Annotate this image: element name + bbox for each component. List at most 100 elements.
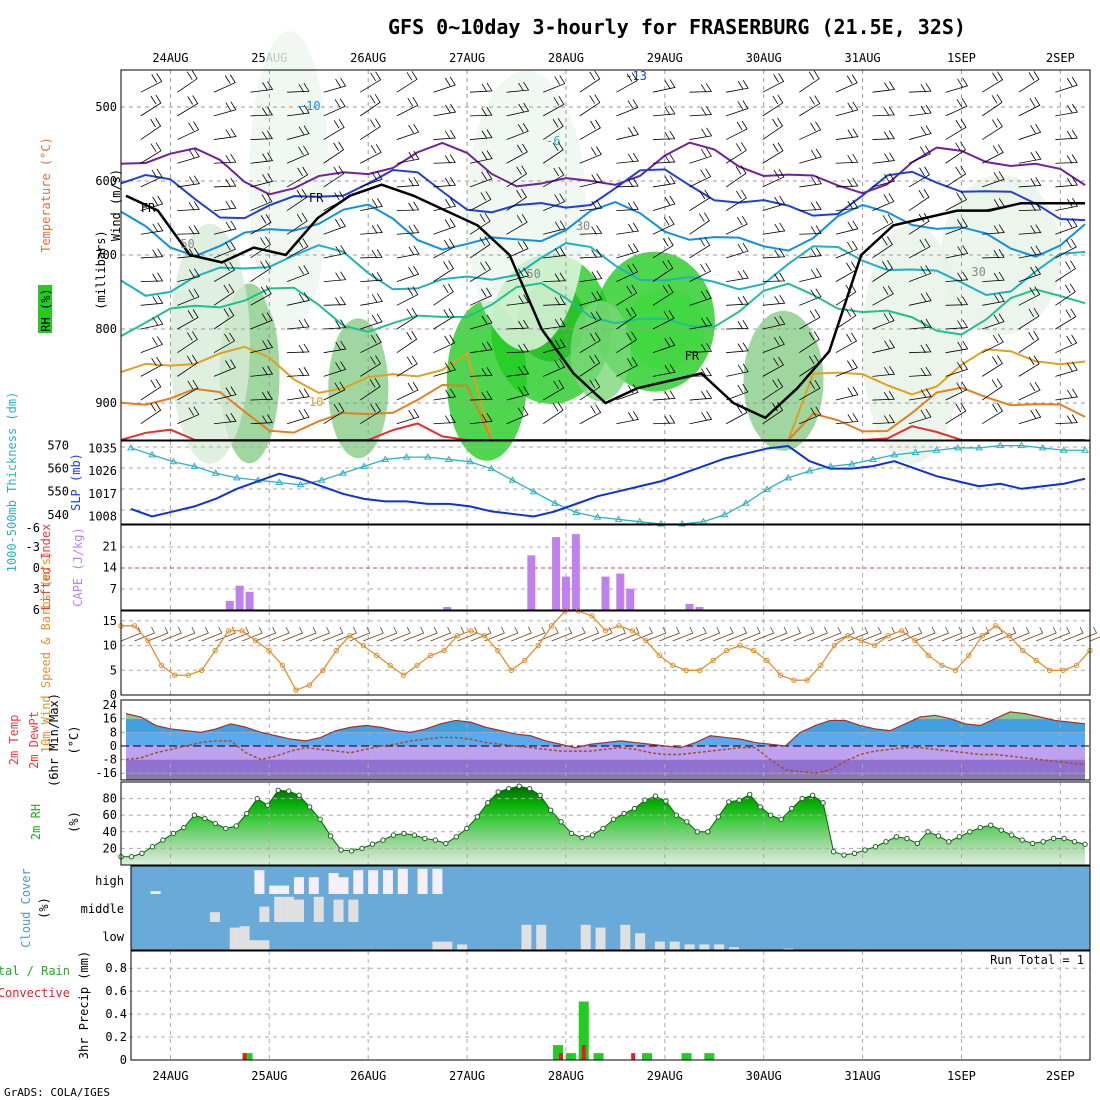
cloud-bar [654,941,665,950]
pressure-tick-label: 900 [95,396,117,410]
contour-label: -6 [546,134,560,148]
isotherm-line [120,242,1086,297]
thickness-point [572,508,581,515]
wind-barb [1018,151,1042,164]
rh-point [935,833,942,839]
wind-barb [872,106,895,117]
wind10-point [777,672,784,678]
temp-tick-label: 0 [110,739,117,753]
cloud-bar [229,927,240,950]
wind-barb [360,118,381,140]
wind-barb [835,128,859,140]
rh-tick-label: 80 [103,792,117,806]
thickness-point [763,485,771,492]
rh-point [506,785,512,792]
rh-point [327,833,334,839]
wind-barb [982,144,1004,164]
wind10-point [508,667,514,673]
wind-barb [177,95,199,117]
wind-barb [579,173,603,188]
rh-point [872,844,879,850]
wind-barb [945,141,967,164]
wind10-barb [416,626,438,642]
precip-conv-bar [581,1045,586,1060]
wind-barb [470,367,493,377]
wind-barb [506,165,528,188]
wind-barb [652,105,676,117]
cloud-bar [382,870,393,894]
wind10-point [804,677,811,683]
thickness-point [953,443,962,451]
rh-point [254,795,260,802]
cloud-level-label: high [95,874,124,888]
wind10-barb [578,626,600,642]
wind-barb [689,236,711,259]
wind10-point [212,647,218,654]
wind10-frame [120,610,1091,696]
rh-point [369,841,376,847]
contour-label: FR [309,191,324,205]
cloud-axis-label: Cloud Cover [19,868,33,947]
wind10-barb [1089,636,1100,642]
rh-point [767,812,774,818]
wind10-barb [147,626,169,642]
cloud-bar [284,896,295,922]
wind-barb [652,364,676,377]
wind-barb [762,248,786,259]
wind-barb [250,81,274,93]
wind-barb [872,236,893,259]
wind-barb [652,215,675,235]
wind-barb [396,150,420,164]
wind-barb [945,361,969,377]
rh-point [348,848,355,854]
wind-barb [323,402,345,425]
rh-point [652,793,659,799]
wind-barb [177,288,200,306]
wind10-point [293,687,299,693]
chart-title: GFS 0~10day 3-hourly for FRASERBURG (21.… [388,15,966,39]
wind10-barb [336,626,357,642]
wind-barb [799,225,822,235]
wind-barb [140,168,163,188]
wind-barb [323,361,347,377]
wind-barb [835,199,859,211]
thickness-line [130,444,1086,525]
wind10-barb [1049,626,1071,642]
wind10-barb [968,626,990,642]
wind-barb [396,224,420,235]
contour-label: FR [685,349,700,363]
cloud-bar [580,924,591,950]
wind-barb [323,340,347,354]
wind-barb [762,294,786,306]
wind-barb [909,366,932,377]
rh-point [495,789,501,795]
thickness-point [296,480,305,488]
rh-point [600,825,606,832]
rh2m-frame [120,781,1091,866]
wind-barb [323,77,347,93]
wind-barb [982,355,1003,377]
date-label-bottom: 24AUG [152,1069,188,1083]
wind10-axis-label: 10m Wind Speed & Barbs (m/s) [39,551,53,753]
wind-barb [287,292,310,306]
wind10-point [589,613,595,619]
wind10-barb [699,626,721,642]
thickness-point [508,476,517,483]
wind10-point [481,633,488,639]
wind-barb [616,384,639,401]
wind-barb [213,386,237,401]
wind-barb [433,176,457,188]
thickness-point [211,469,220,476]
wind-barb [433,334,456,354]
rh-point [464,825,470,832]
wind-barb [469,413,493,425]
rh-point [128,854,135,860]
wind10-point [522,657,528,664]
thickness-point [1017,441,1026,449]
cloud-bar [595,927,606,950]
date-label-top: 29AUG [647,51,683,65]
rh-point [453,834,460,840]
rh-point [715,814,721,820]
precip-total-bar [642,1053,653,1060]
